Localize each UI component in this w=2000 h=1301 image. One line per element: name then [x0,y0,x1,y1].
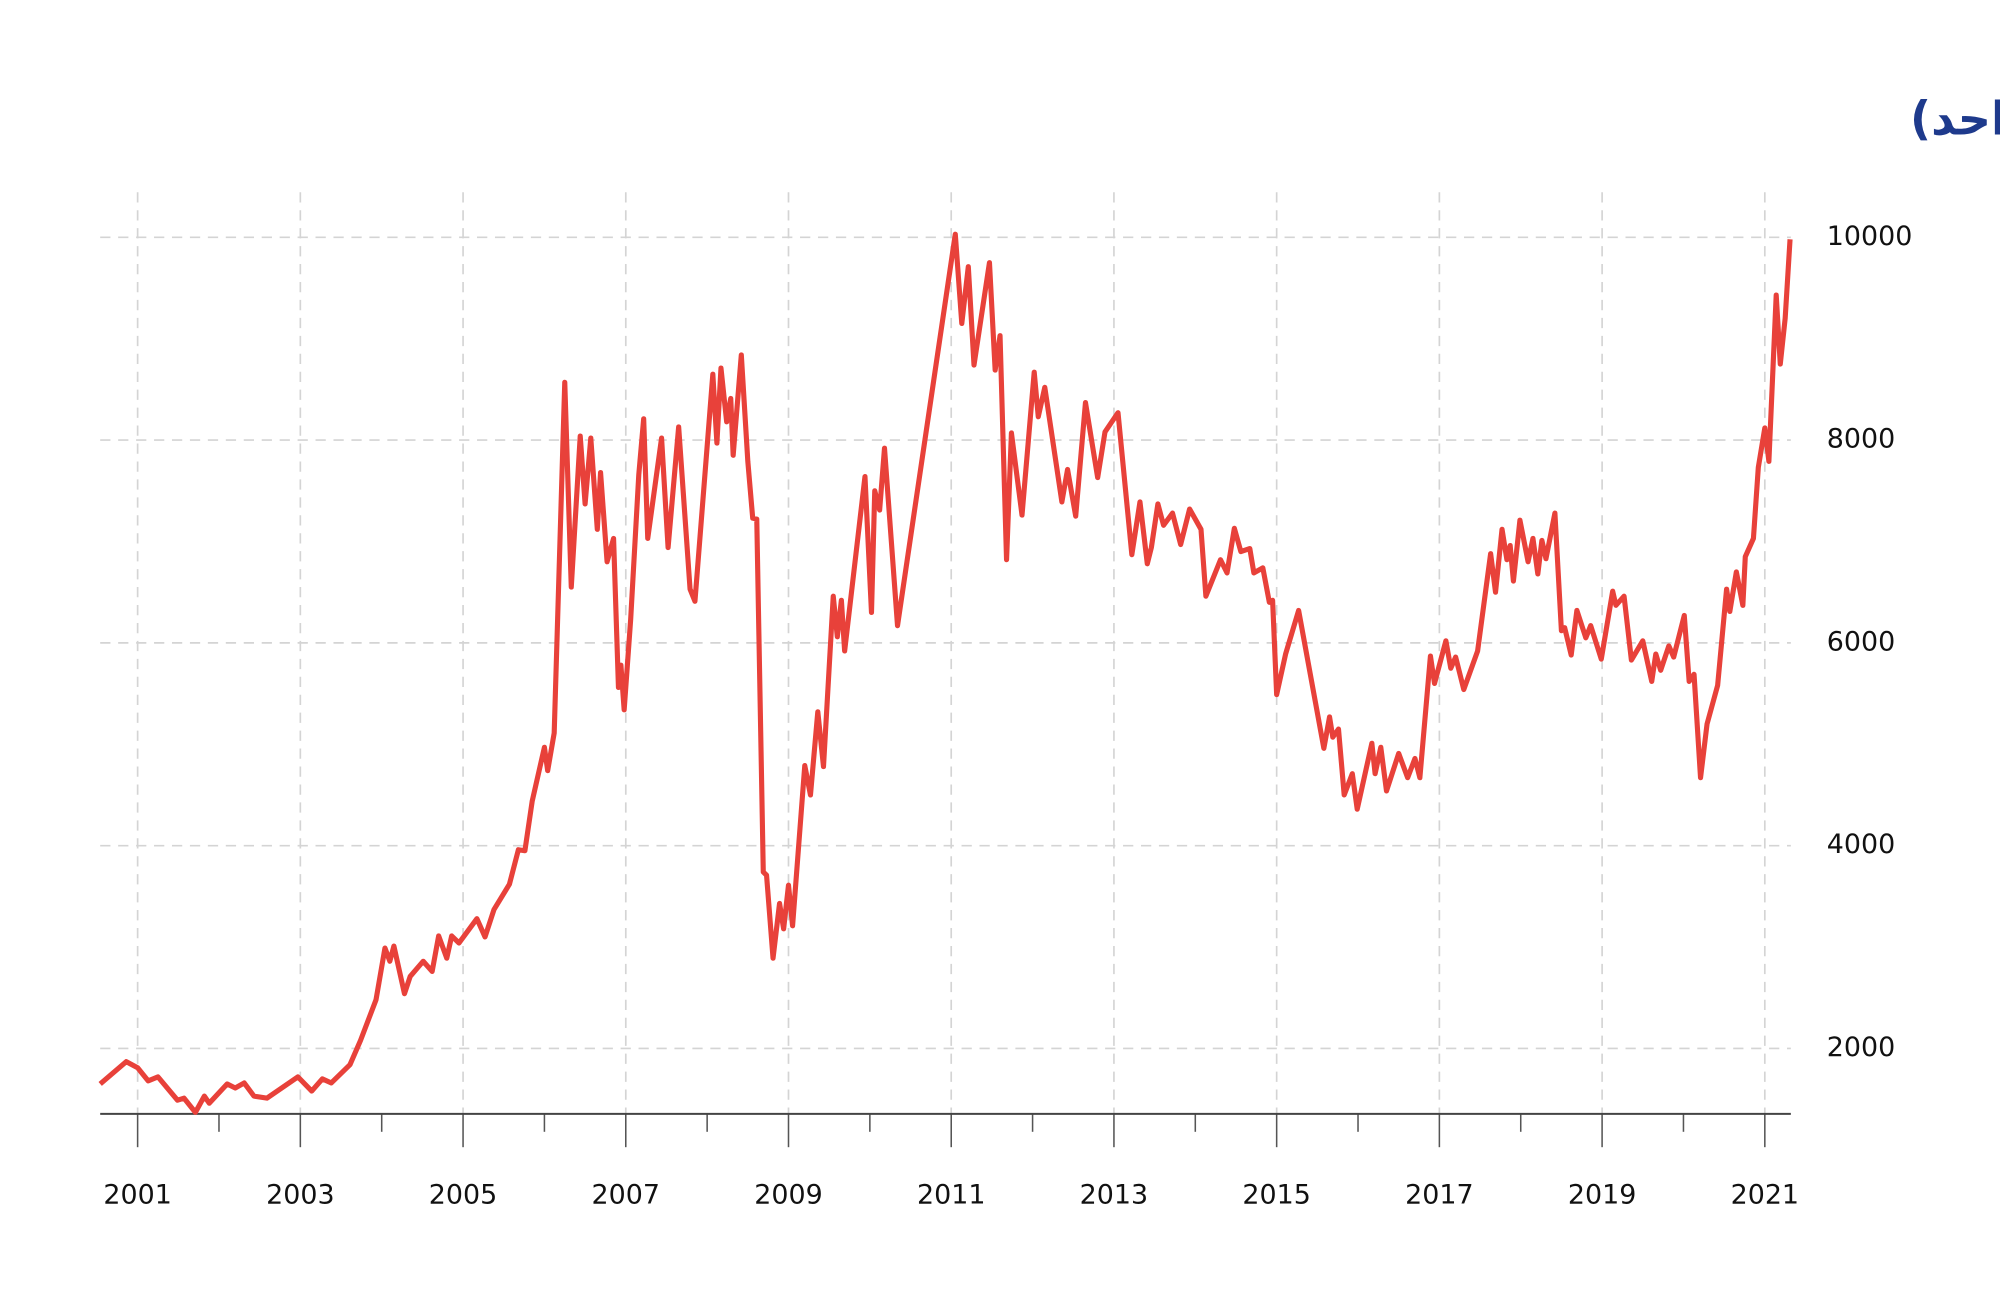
x-tick-label: 2007 [592,1179,660,1210]
x-tick-label: 2019 [1568,1179,1636,1210]
y-tick-label: 4000 [1827,829,1895,860]
y-tick-label: 2000 [1827,1032,1895,1063]
x-tick-label: 2015 [1242,1179,1310,1210]
y-tick-label: 10000 [1827,221,1913,252]
x-tick-label: 2017 [1405,1179,1473,1210]
x-tick-label: 2021 [1731,1179,1799,1210]
x-tick-label: 2005 [429,1179,497,1210]
chart-title: تغيّر أسعار النحاس خلال عشرين عامًا (بال… [1910,88,2000,145]
x-tick-label: 2001 [103,1179,171,1210]
x-tick-label: 2009 [754,1179,822,1210]
x-tick-label: 2003 [266,1179,334,1210]
y-tick-label: 6000 [1827,626,1895,657]
y-tick-label: 8000 [1827,424,1895,455]
x-tick-label: 2013 [1080,1179,1148,1210]
x-tick-label: 2011 [917,1179,985,1210]
price-line [98,231,1793,1115]
